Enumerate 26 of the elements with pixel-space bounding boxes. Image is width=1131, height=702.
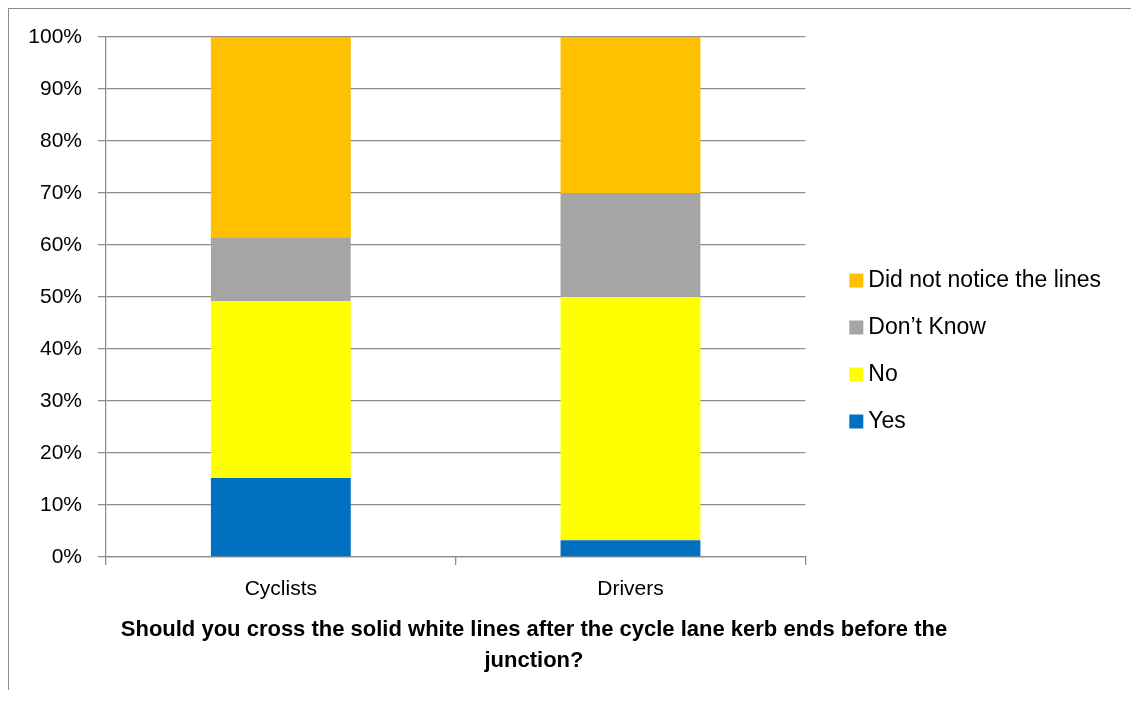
x-axis-title: Should you cross the solid white lines after the cycle lane kerb ends before the junction? xyxy=(119,615,949,674)
x-tick-label: Drivers xyxy=(597,576,664,600)
bar xyxy=(210,237,351,302)
y-tick-label: 20% xyxy=(39,439,82,463)
bar xyxy=(560,297,701,541)
bar xyxy=(560,37,701,193)
y-tick-label: 70% xyxy=(39,179,82,203)
bar xyxy=(210,37,351,238)
y-tick-label: 50% xyxy=(39,283,82,307)
y-tick-label: 100% xyxy=(28,23,82,47)
x-tick-label: Cyclists xyxy=(244,576,317,600)
y-tick-label: 0% xyxy=(51,543,82,567)
y-tick-label: 80% xyxy=(39,127,82,151)
y-tick-label: 90% xyxy=(39,75,82,99)
legend-label: Did not notice the lines xyxy=(868,265,1102,292)
y-tick-label: 30% xyxy=(39,387,82,411)
y-tick-label: 10% xyxy=(39,491,82,515)
legend-label: No xyxy=(868,359,898,386)
y-tick-label: 60% xyxy=(39,231,82,255)
legend-label: Yes xyxy=(868,406,906,433)
bar xyxy=(560,540,701,557)
bar xyxy=(560,193,701,297)
bar xyxy=(210,477,351,557)
y-tick-label: 40% xyxy=(39,335,82,359)
bar xyxy=(210,301,351,478)
legend-label: Don’t Know xyxy=(868,312,987,339)
